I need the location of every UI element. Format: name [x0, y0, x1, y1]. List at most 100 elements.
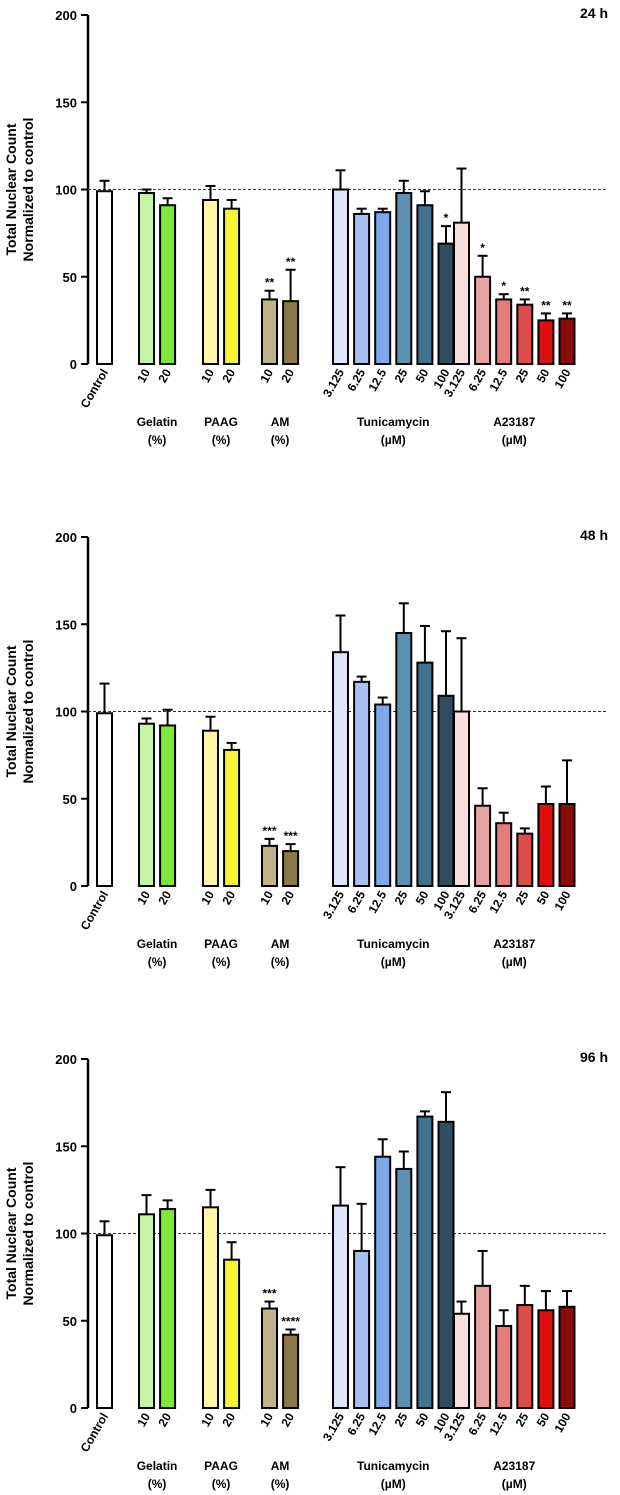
x-tick-label: 10 — [198, 1410, 217, 1429]
bar — [495, 298, 513, 365]
bar — [332, 188, 349, 365]
bar — [558, 802, 576, 887]
bar — [537, 802, 555, 887]
y-axis-label: Normalized to control — [20, 640, 36, 784]
group-label: (µM) — [502, 955, 527, 969]
x-tick-label: 3.125 — [320, 366, 347, 399]
group-label: Tunicamycin — [357, 415, 429, 429]
significance-label: * — [480, 241, 485, 255]
significance-label: * — [444, 211, 449, 225]
bar — [395, 1167, 413, 1410]
x-tick-label: 10 — [198, 888, 217, 907]
y-tick-label: 150 — [55, 95, 77, 110]
bar — [416, 204, 434, 365]
y-tick-label: 200 — [55, 1052, 77, 1067]
x-tick-label: 20 — [278, 1410, 297, 1429]
y-tick-label: 150 — [55, 1139, 77, 1154]
chart-title: 24 h — [580, 5, 608, 21]
bar — [202, 198, 219, 365]
bar — [159, 724, 177, 888]
bar — [437, 694, 455, 887]
group-label: A23187 — [493, 1459, 535, 1473]
group-label: (%) — [212, 1477, 231, 1491]
y-tick-label: 0 — [70, 357, 77, 372]
group-label: PAAG — [204, 415, 238, 429]
bar — [516, 1304, 534, 1410]
bar — [474, 275, 492, 365]
x-tick-label: Control — [78, 1411, 111, 1455]
x-tick-label: 10 — [257, 888, 276, 907]
x-tick-label: Control — [78, 889, 111, 933]
group-label: AM — [271, 1459, 290, 1473]
y-tick-label: 0 — [70, 1401, 77, 1416]
bar — [516, 303, 534, 366]
x-tick-label: 50 — [534, 366, 553, 385]
x-tick-label: 10 — [257, 1410, 276, 1429]
bar — [282, 300, 300, 365]
x-tick-label: 20 — [219, 1410, 238, 1429]
x-tick-label: 20 — [155, 366, 174, 385]
bar — [495, 822, 513, 887]
significance-label: ** — [286, 255, 296, 269]
significance-label: ** — [562, 298, 572, 312]
bar — [453, 1312, 470, 1410]
bar — [353, 1249, 371, 1409]
chart-panel-2: 48 h Total Nuclear Count Normalized to con… — [3, 527, 608, 969]
bar — [223, 1258, 241, 1410]
chart-title: 96 h — [580, 1049, 608, 1065]
bar — [374, 1155, 392, 1409]
group-label: A23187 — [493, 937, 535, 951]
significance-label: ** — [265, 276, 275, 290]
bar — [537, 319, 555, 365]
x-tick-label: 12.5 — [486, 888, 510, 916]
bar — [332, 651, 349, 887]
x-tick-label: 50 — [534, 1410, 553, 1429]
group-label: (%) — [148, 433, 167, 447]
chart-title: 48 h — [580, 527, 608, 543]
y-tick-label: 100 — [55, 705, 77, 720]
y-axis-label: Total Nuclear Count — [3, 1167, 19, 1299]
bar — [516, 832, 534, 888]
x-tick-label: 12.5 — [365, 888, 389, 916]
bar — [96, 1234, 113, 1409]
group-label: PAAG — [204, 937, 238, 951]
y-tick-label: 50 — [63, 792, 77, 807]
significance-label: ** — [520, 284, 530, 298]
x-tick-label: 3.125 — [320, 888, 347, 921]
bar — [223, 207, 241, 365]
x-tick-label: 10 — [134, 1410, 153, 1429]
x-tick-label: 20 — [155, 888, 174, 907]
x-tick-label: 3.125 — [320, 1410, 347, 1443]
x-tick-label: 50 — [413, 366, 432, 385]
y-axis-label: Normalized to control — [20, 118, 36, 262]
bar — [138, 722, 155, 888]
group-label: A23187 — [493, 415, 535, 429]
x-tick-label: 50 — [534, 888, 553, 907]
x-tick-label: 25 — [392, 888, 411, 907]
significance-label: ** — [541, 298, 551, 312]
bar — [223, 748, 241, 888]
x-tick-label: 6.25 — [344, 888, 368, 916]
x-tick-label: 12.5 — [486, 1410, 510, 1438]
bar — [282, 850, 300, 887]
y-tick-label: 100 — [55, 183, 77, 198]
bar — [374, 703, 392, 888]
group-label: Gelatin — [137, 415, 178, 429]
x-tick-label: 6.25 — [465, 1410, 489, 1438]
group-label: (µM) — [502, 433, 527, 447]
group-label: (%) — [212, 955, 231, 969]
x-tick-label: 12.5 — [365, 366, 389, 394]
group-label: (µM) — [381, 433, 406, 447]
x-tick-label: 25 — [513, 888, 532, 907]
group-label: Tunicamycin — [357, 937, 429, 951]
x-tick-label: 25 — [392, 366, 411, 385]
x-tick-label: 25 — [513, 1410, 532, 1429]
x-tick-label: Control — [78, 367, 111, 411]
x-tick-label: 12.5 — [365, 1410, 389, 1438]
bar — [261, 298, 278, 365]
bar — [353, 212, 371, 365]
y-axis-label: Total Nuclear Count — [3, 123, 19, 255]
x-tick-label: 50 — [413, 888, 432, 907]
y-axis-label: Normalized to control — [20, 1162, 36, 1306]
